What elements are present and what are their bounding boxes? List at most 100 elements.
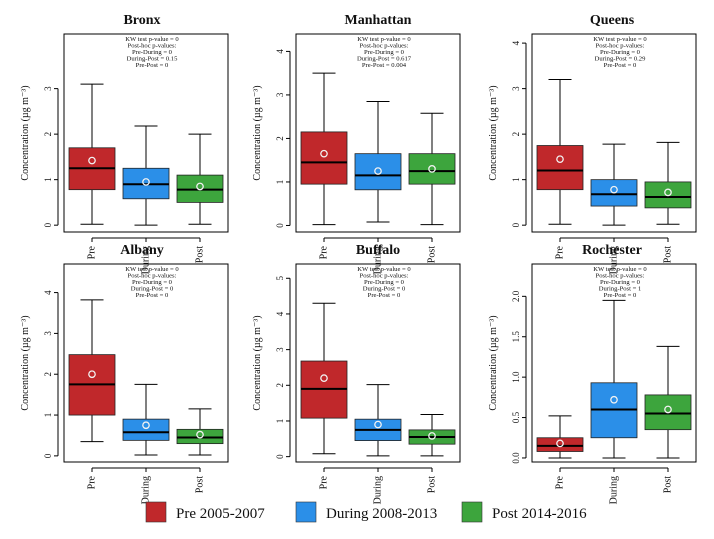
y-tick-label: 0.5 — [511, 411, 521, 423]
y-tick-label: 1 — [43, 413, 53, 418]
y-tick-label: 1 — [275, 180, 285, 185]
stats-line: Pre-During = 0 — [364, 279, 405, 286]
box-during — [354, 384, 402, 457]
panel-bronx: Bronx 0 1 2 3 Concentration (µg m⁻³) Pre During… — [20, 13, 229, 274]
plot-frame — [295, 263, 461, 463]
iqr-box — [354, 153, 402, 191]
plot-frame — [63, 33, 229, 233]
panel-title: Bronx — [123, 13, 160, 28]
stats-line: Pre-During = 0 — [600, 49, 641, 56]
y-tick-label: 0 — [43, 453, 53, 458]
stats-line: Pre-During = 0 — [132, 279, 173, 286]
stats-line: Post-hoc p-values: — [360, 273, 409, 280]
panel-manhattan: Manhattan 0 1 2 3 4 Concentration (µg m⁻³) Pre D… — [252, 13, 461, 274]
legend-label: During 2008-2013 — [326, 506, 437, 522]
y-tick-label: 3 — [275, 92, 285, 97]
stats-line: KW test p-value = 0 — [357, 36, 411, 43]
panel-title: Albany — [120, 243, 164, 258]
y-tick-label: 4 — [275, 311, 285, 316]
stats-line: Pre-Post = 0 — [368, 292, 401, 299]
y-tick-label: 0.0 — [511, 452, 521, 464]
box-during — [354, 100, 402, 223]
y-tick-label: 4 — [43, 290, 53, 295]
stats-line: Post-hoc p-values: — [596, 43, 645, 50]
mean-marker — [196, 430, 204, 439]
legend: Pre 2005-2007 During 2008-2013 Post 2014-2… — [145, 501, 587, 523]
x-category-label: During — [609, 246, 620, 274]
panel-title: Buffalo — [356, 243, 400, 258]
x-category-label: Pre — [319, 475, 330, 489]
box-during — [122, 383, 170, 456]
box-pre — [68, 299, 116, 443]
plot-frame — [531, 263, 697, 463]
panel-buffalo: Buffalo 0 1 2 3 4 5 Concentration (µg m⁻³) Pre Du… — [252, 243, 461, 504]
stats-line: During-Post = 0.29 — [595, 56, 646, 63]
plot-frame — [63, 263, 229, 463]
stats-line: During-Post = 0.617 — [357, 56, 412, 63]
stats-line: Pre-Post = 0 — [136, 292, 169, 299]
y-tick-label: 4 — [511, 40, 521, 45]
stats-line: Pre-Post = 0 — [604, 62, 637, 69]
x-category-label: Post — [195, 246, 206, 263]
box-post — [408, 414, 456, 457]
x-category-label: Post — [195, 476, 206, 493]
plot-frame — [295, 33, 461, 233]
box-during — [590, 299, 638, 459]
x-category-label: Pre — [87, 475, 98, 489]
x-category-label: During — [373, 476, 384, 504]
stats-line: KW test p-value = 0 — [125, 266, 179, 273]
stats-line: Pre-Post = 0.004 — [362, 62, 407, 69]
y-tick-label: 0 — [275, 454, 285, 459]
legend-swatch — [145, 501, 167, 523]
y-axis-label: Concentration (µg m⁻³) — [488, 85, 499, 180]
y-tick-label: 2 — [43, 372, 53, 377]
y-tick-label: 2 — [275, 383, 285, 388]
mean-marker — [664, 405, 672, 414]
mean-marker — [196, 182, 204, 191]
iqr-box — [644, 181, 692, 209]
panel-title: Rochester — [582, 243, 642, 258]
box-pre — [300, 302, 348, 455]
y-tick-label: 3 — [43, 331, 53, 336]
mean-marker — [88, 370, 96, 379]
mean-marker — [374, 420, 382, 429]
mean-marker — [142, 421, 150, 430]
y-axis-label: Concentration (µg m⁻³) — [488, 315, 499, 410]
mean-marker — [610, 395, 618, 404]
iqr-box — [536, 437, 584, 452]
y-tick-label: 2 — [275, 136, 285, 141]
stats-line: Post-hoc p-values: — [128, 43, 177, 50]
stats-line: Post-hoc p-values: — [128, 273, 177, 280]
y-tick-label: 1.0 — [511, 371, 521, 383]
y-tick-label: 1 — [275, 419, 285, 424]
mean-marker — [610, 185, 618, 194]
box-post — [176, 408, 224, 456]
panel-queens: Queens 0 1 2 3 4 Concentration (µg m⁻³) Pre Duri… — [488, 13, 697, 274]
y-axis-label: Concentration (µg m⁻³) — [252, 85, 263, 180]
y-tick-label: 2 — [43, 132, 53, 137]
panel-title: Manhattan — [345, 13, 412, 28]
x-category-label: Pre — [555, 475, 566, 489]
y-tick-label: 3 — [511, 86, 521, 91]
box-post — [408, 112, 456, 226]
plot-frame — [531, 33, 697, 233]
mean-marker — [428, 432, 436, 440]
y-tick-label: 1 — [43, 177, 53, 182]
y-axis-label: Concentration (µg m⁻³) — [20, 85, 31, 180]
stats-line: During-Post = 0 — [131, 286, 174, 293]
legend-swatch — [295, 501, 317, 523]
stats-line: Pre-During = 0 — [600, 279, 641, 286]
x-category-label: During — [609, 476, 620, 504]
iqr-box — [122, 418, 170, 441]
y-tick-label: 2 — [511, 132, 521, 137]
stats-line: KW test p-value = 0 — [593, 266, 647, 273]
iqr-box — [176, 428, 224, 445]
y-axis-label: Concentration (µg m⁻³) — [252, 315, 263, 410]
mean-marker — [320, 149, 328, 158]
y-tick-label: 0 — [511, 222, 521, 227]
panel-albany: Albany 0 1 2 3 4 Concentration (µg m⁻³) Pre Duri… — [20, 243, 229, 504]
stats-line: During-Post = 0 — [363, 286, 406, 293]
legend-label: Pre 2005-2007 — [176, 506, 265, 522]
box-pre — [300, 72, 348, 226]
y-tick-label: 1 — [511, 177, 521, 182]
